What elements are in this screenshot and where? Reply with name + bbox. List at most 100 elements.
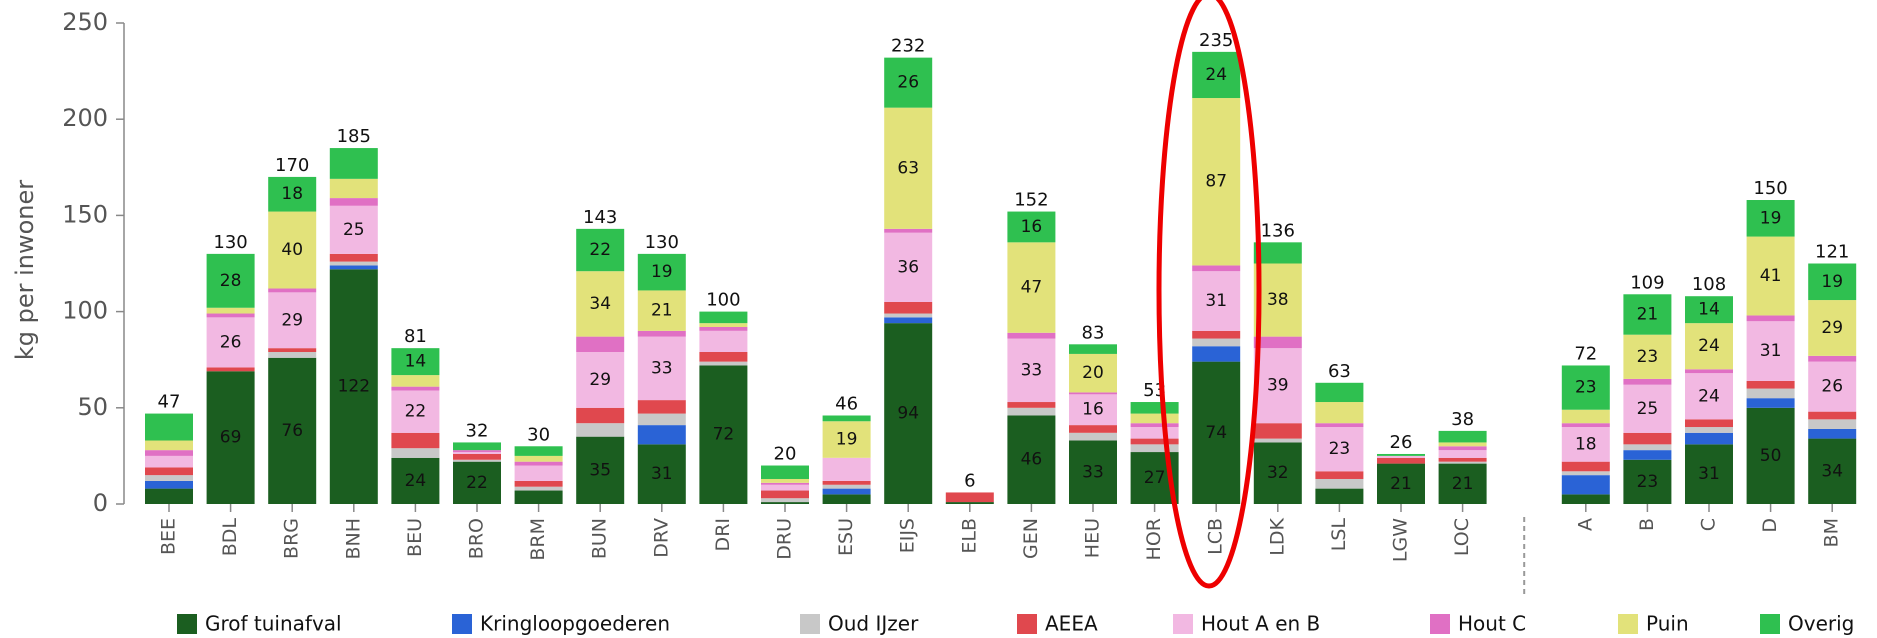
data-label: 24 [1698, 336, 1720, 356]
bar-segment [1069, 440, 1117, 504]
bar-segment [453, 450, 501, 453]
bar-segment [268, 176, 317, 212]
bar-segment [145, 455, 193, 468]
bar-segment [1007, 242, 1056, 333]
bar-segment [884, 301, 933, 314]
bar-segment [699, 365, 748, 504]
total-label: 130 [645, 232, 679, 253]
bar-segment [1007, 402, 1056, 408]
bar-segment [514, 446, 563, 456]
y-tick-label: 0 [93, 489, 108, 517]
data-label: 23 [1637, 347, 1659, 367]
y-tick-label: 250 [62, 8, 108, 36]
bar-segment [1561, 409, 1610, 424]
bar-segment [884, 313, 933, 318]
data-label: 33 [651, 358, 673, 378]
data-label: 87 [1205, 172, 1227, 192]
total-label: 185 [337, 126, 371, 147]
bar-segment [329, 269, 378, 504]
data-label: 23 [1575, 378, 1597, 398]
data-label: 21 [1452, 474, 1474, 494]
bar-segment [206, 371, 255, 504]
bar-segment [1685, 432, 1733, 445]
bar-segment [329, 198, 378, 206]
data-label: 23 [1637, 472, 1659, 492]
bar-segment [391, 390, 440, 433]
bar-segment [453, 459, 501, 462]
bar-segment [145, 413, 193, 441]
bar-segment [699, 361, 748, 366]
bar-segment [1253, 438, 1302, 443]
bar-segment [637, 336, 686, 401]
x-tick-label: BEE [158, 518, 180, 555]
bar-segment [1623, 432, 1672, 445]
legend-label: AEEA [1045, 612, 1098, 636]
bar-segment [1069, 392, 1117, 395]
bar-segment [576, 336, 625, 353]
bar-segment [1685, 369, 1733, 374]
y-tick-label: 200 [62, 104, 108, 132]
bar-segment [145, 488, 193, 504]
data-label: 19 [1760, 208, 1782, 228]
y-tick-label: 50 [77, 393, 108, 421]
bar-segment [145, 450, 193, 456]
total-label: 235 [1199, 30, 1233, 51]
bar-segment [637, 290, 686, 331]
data-label: 33 [1082, 462, 1104, 482]
bar-segment [761, 490, 809, 499]
bar-segment [1561, 494, 1610, 504]
data-label: 31 [1698, 464, 1720, 484]
bar-segment [1315, 478, 1364, 489]
data-label: 40 [281, 240, 303, 260]
x-tick-label: B [1636, 518, 1658, 531]
bar-segment [576, 228, 625, 272]
bar-segment [1130, 413, 1179, 424]
total-label: 6 [964, 470, 975, 491]
bar-segment [145, 480, 193, 489]
bar-segment [1192, 361, 1241, 504]
bar-segment [822, 421, 871, 458]
legend-label: Puin [1646, 612, 1689, 636]
legend-label: Overig [1788, 612, 1854, 636]
x-tick-label: LDK [1266, 517, 1288, 555]
x-tick-label: BRG [281, 518, 303, 559]
bar-segment [1130, 438, 1179, 445]
legend-label: Grof tuinafval [205, 612, 342, 636]
x-tick-label: BDL [219, 518, 241, 557]
bar-segment [1746, 388, 1795, 399]
data-label: 31 [1760, 341, 1782, 361]
bar-segment [637, 253, 686, 291]
total-label: 46 [835, 393, 858, 414]
data-label: 19 [1821, 272, 1843, 292]
legend-swatch [800, 614, 820, 634]
data-label: 20 [1082, 363, 1104, 383]
bar-segment [1685, 373, 1733, 420]
bar-segment [699, 352, 748, 362]
bar-segment [268, 211, 317, 289]
bar-segment [761, 478, 809, 483]
data-label: 22 [589, 240, 611, 260]
bar-segment [822, 415, 871, 422]
bar-segment [1192, 271, 1241, 331]
bar-segment [822, 488, 871, 495]
data-label: 24 [1698, 386, 1720, 406]
x-tick-label: HOR [1143, 518, 1165, 560]
data-label: 16 [1082, 400, 1104, 420]
total-label: 121 [1815, 242, 1849, 263]
total-label: 170 [275, 155, 309, 176]
total-label: 109 [1630, 272, 1664, 293]
bar-segment [1808, 438, 1857, 504]
data-label: 38 [1267, 290, 1289, 310]
total-label: 143 [583, 207, 617, 228]
bar-segment [1623, 378, 1672, 385]
bar-segment [1685, 444, 1733, 504]
legend-label: Hout C [1458, 612, 1526, 636]
bar-segment [453, 452, 501, 454]
bar-segment [1685, 427, 1733, 433]
data-label: 34 [589, 294, 611, 314]
data-label: 23 [1329, 439, 1351, 459]
data-label: 47 [1021, 278, 1043, 298]
legend-label: Oud IJzer [828, 612, 919, 636]
bar-segment [1130, 423, 1179, 428]
bar-segment [1007, 332, 1056, 339]
